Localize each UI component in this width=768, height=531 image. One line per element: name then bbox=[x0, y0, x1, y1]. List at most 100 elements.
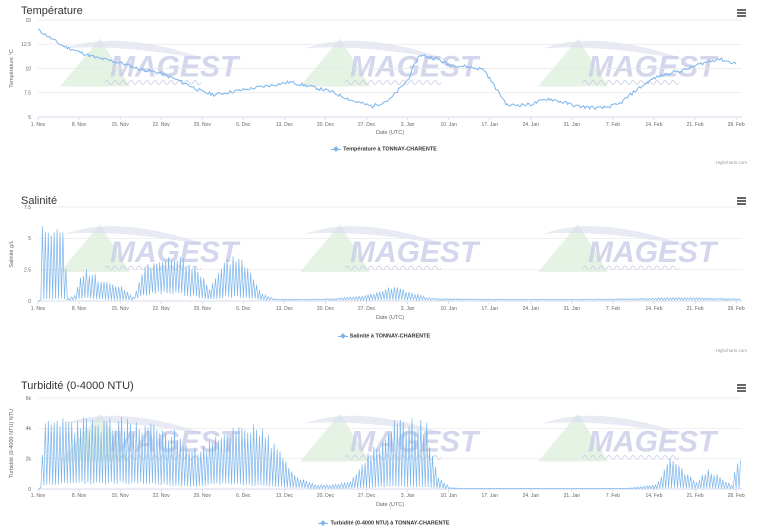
x-tick-label: 27. Dec bbox=[358, 306, 376, 312]
x-tick-label: 6. Dec bbox=[236, 306, 251, 312]
x-tick-label: 21. Feb bbox=[687, 122, 704, 128]
y-tick-label: 7.5 bbox=[24, 205, 31, 211]
credits-link[interactable]: Highcharts.com bbox=[715, 160, 747, 165]
watermark-wave-line bbox=[344, 265, 442, 271]
x-tick-label: 6. Dec bbox=[236, 122, 251, 128]
watermark-leaf-shape bbox=[538, 38, 608, 87]
watermark-swoosh-shape bbox=[305, 40, 450, 61]
x-tick-label: 10. Jan bbox=[440, 493, 457, 499]
x-tick-label: 3. Jan bbox=[401, 122, 415, 128]
y-tick-label: 7.5 bbox=[24, 91, 31, 97]
legend-item[interactable]: Salinité à TONNAY-CHARENTE bbox=[0, 333, 768, 339]
y-tick-label: 10 bbox=[25, 66, 31, 72]
magest-watermark-logo: MAGEST bbox=[60, 38, 241, 87]
x-tick-label: 3. Jan bbox=[401, 306, 415, 312]
watermark-wave-line bbox=[344, 80, 442, 85]
x-tick-label: 8. Nov bbox=[72, 122, 87, 128]
diamond-line-marker-icon bbox=[318, 520, 329, 526]
x-tick-label: 22. Nov bbox=[153, 306, 171, 312]
x-tick-label: 15. Nov bbox=[112, 493, 130, 499]
x-tick-label: 31. Jan bbox=[564, 122, 581, 128]
x-tick-label: 8. Nov bbox=[72, 493, 87, 499]
x-tick-label: 14. Feb bbox=[646, 306, 663, 312]
y-tick-label: 4k bbox=[26, 426, 32, 432]
temperature-plot: MAGEST MAGEST MAGEST 5 7.5 10 12.5 15 1. Nov 8. N… bbox=[9, 18, 745, 136]
legend-label: Température à TONNAY-CHARENTE bbox=[343, 146, 437, 153]
watermark-text: MAGEST bbox=[110, 51, 241, 84]
watermark-swoosh-shape bbox=[543, 40, 688, 61]
watermark-swoosh-shape bbox=[65, 415, 210, 436]
legend-item[interactable]: Turbidité (0-4000 NTU) à TONNAY-CHARENTE bbox=[0, 520, 768, 526]
watermark-text: MAGEST bbox=[588, 426, 719, 459]
x-tick-label: 24. Jan bbox=[523, 306, 540, 312]
x-tick-label: 28. Feb bbox=[728, 493, 745, 499]
x-tick-label: 14. Feb bbox=[646, 122, 663, 128]
magest-watermark-logo: MAGEST bbox=[60, 224, 241, 272]
credits-link[interactable]: Highcharts.com bbox=[715, 348, 747, 353]
temperature-chart-panel: Température MAGEST MAGEST MAGEST 5 7.5 10 12.5… bbox=[0, 0, 768, 172]
x-axis-title: Date (UTC) bbox=[376, 130, 404, 136]
watermark-wave-line bbox=[104, 80, 202, 85]
x-tick-label: 17. Jan bbox=[482, 122, 499, 128]
y-tick-label: 5 bbox=[28, 115, 31, 121]
x-axis-title: Date (UTC) bbox=[376, 502, 404, 508]
y-tick-label: 0 bbox=[28, 299, 31, 305]
diamond-line-marker-icon bbox=[337, 333, 348, 339]
magest-watermark-logo: MAGEST bbox=[538, 224, 719, 272]
watermark-leaf-shape bbox=[60, 224, 130, 272]
magest-watermark-logo: MAGEST bbox=[300, 224, 481, 272]
watermark-swoosh-shape bbox=[305, 226, 450, 246]
x-tick-label: 1. Nov bbox=[31, 122, 46, 128]
x-tick-label: 24. Jan bbox=[523, 493, 540, 499]
watermark-wave-line bbox=[582, 80, 680, 85]
y-axis-title: Turbidité (0-4000 NTU) NTU bbox=[9, 409, 15, 478]
watermark-leaf-shape bbox=[60, 38, 130, 87]
y-tick-label: 2k bbox=[26, 456, 32, 462]
x-tick-label: 27. Dec bbox=[358, 493, 376, 499]
x-tick-label: 29. Nov bbox=[194, 122, 212, 128]
x-tick-label: 15. Nov bbox=[112, 306, 130, 312]
y-tick-label: 0 bbox=[28, 487, 31, 493]
x-tick-label: 24. Jan bbox=[523, 122, 540, 128]
watermark-wave-line bbox=[104, 265, 202, 271]
x-tick-label: 28. Feb bbox=[728, 306, 745, 312]
x-tick-label: 14. Feb bbox=[646, 493, 663, 499]
legend-label: Turbidité (0-4000 NTU) à TONNAY-CHARENTE bbox=[330, 520, 450, 527]
salinity-series-line bbox=[38, 226, 741, 302]
x-tick-label: 22. Nov bbox=[153, 122, 171, 128]
hamburger-menu-icon[interactable] bbox=[737, 197, 746, 205]
x-tick-label: 13. Dec bbox=[276, 306, 294, 312]
x-tick-label: 29. Nov bbox=[194, 306, 212, 312]
watermark-leaf-shape bbox=[300, 224, 370, 272]
y-tick-label: 5 bbox=[28, 236, 31, 242]
diamond-line-marker-icon bbox=[331, 146, 342, 152]
watermark-swoosh-shape bbox=[543, 415, 688, 436]
watermark-text: MAGEST bbox=[350, 236, 481, 269]
x-tick-label: 21. Feb bbox=[687, 493, 704, 499]
x-tick-label: 13. Dec bbox=[276, 493, 294, 499]
x-tick-label: 15. Nov bbox=[112, 122, 130, 128]
hamburger-menu-icon[interactable] bbox=[737, 9, 746, 17]
watermark-swoosh-shape bbox=[65, 40, 210, 61]
y-tick-label: 6k bbox=[26, 396, 32, 402]
legend-item[interactable]: Température à TONNAY-CHARENTE bbox=[0, 146, 768, 152]
x-tick-label: 8. Nov bbox=[72, 306, 87, 312]
watermark-leaf-shape bbox=[538, 413, 608, 462]
y-tick-label: 2.5 bbox=[24, 267, 31, 273]
x-tick-label: 22. Nov bbox=[153, 493, 171, 499]
x-tick-label: 13. Dec bbox=[276, 122, 294, 128]
magest-watermark-logo: MAGEST bbox=[300, 413, 481, 462]
x-tick-label: 7. Feb bbox=[606, 122, 620, 128]
hamburger-menu-icon[interactable] bbox=[737, 384, 746, 392]
x-tick-label: 3. Jan bbox=[401, 493, 415, 499]
watermark-wave-line bbox=[582, 265, 680, 271]
watermark-swoosh-shape bbox=[543, 226, 688, 246]
x-tick-label: 20. Dec bbox=[317, 122, 335, 128]
watermark-group: MAGEST MAGEST MAGEST bbox=[60, 224, 719, 272]
watermark-text: MAGEST bbox=[588, 236, 719, 269]
x-tick-label: 28. Feb bbox=[728, 122, 745, 128]
watermark-wave-line bbox=[344, 455, 442, 460]
x-tick-label: 20. Dec bbox=[317, 306, 335, 312]
x-tick-label: 17. Jan bbox=[482, 306, 499, 312]
chart-title: Température bbox=[21, 5, 83, 17]
